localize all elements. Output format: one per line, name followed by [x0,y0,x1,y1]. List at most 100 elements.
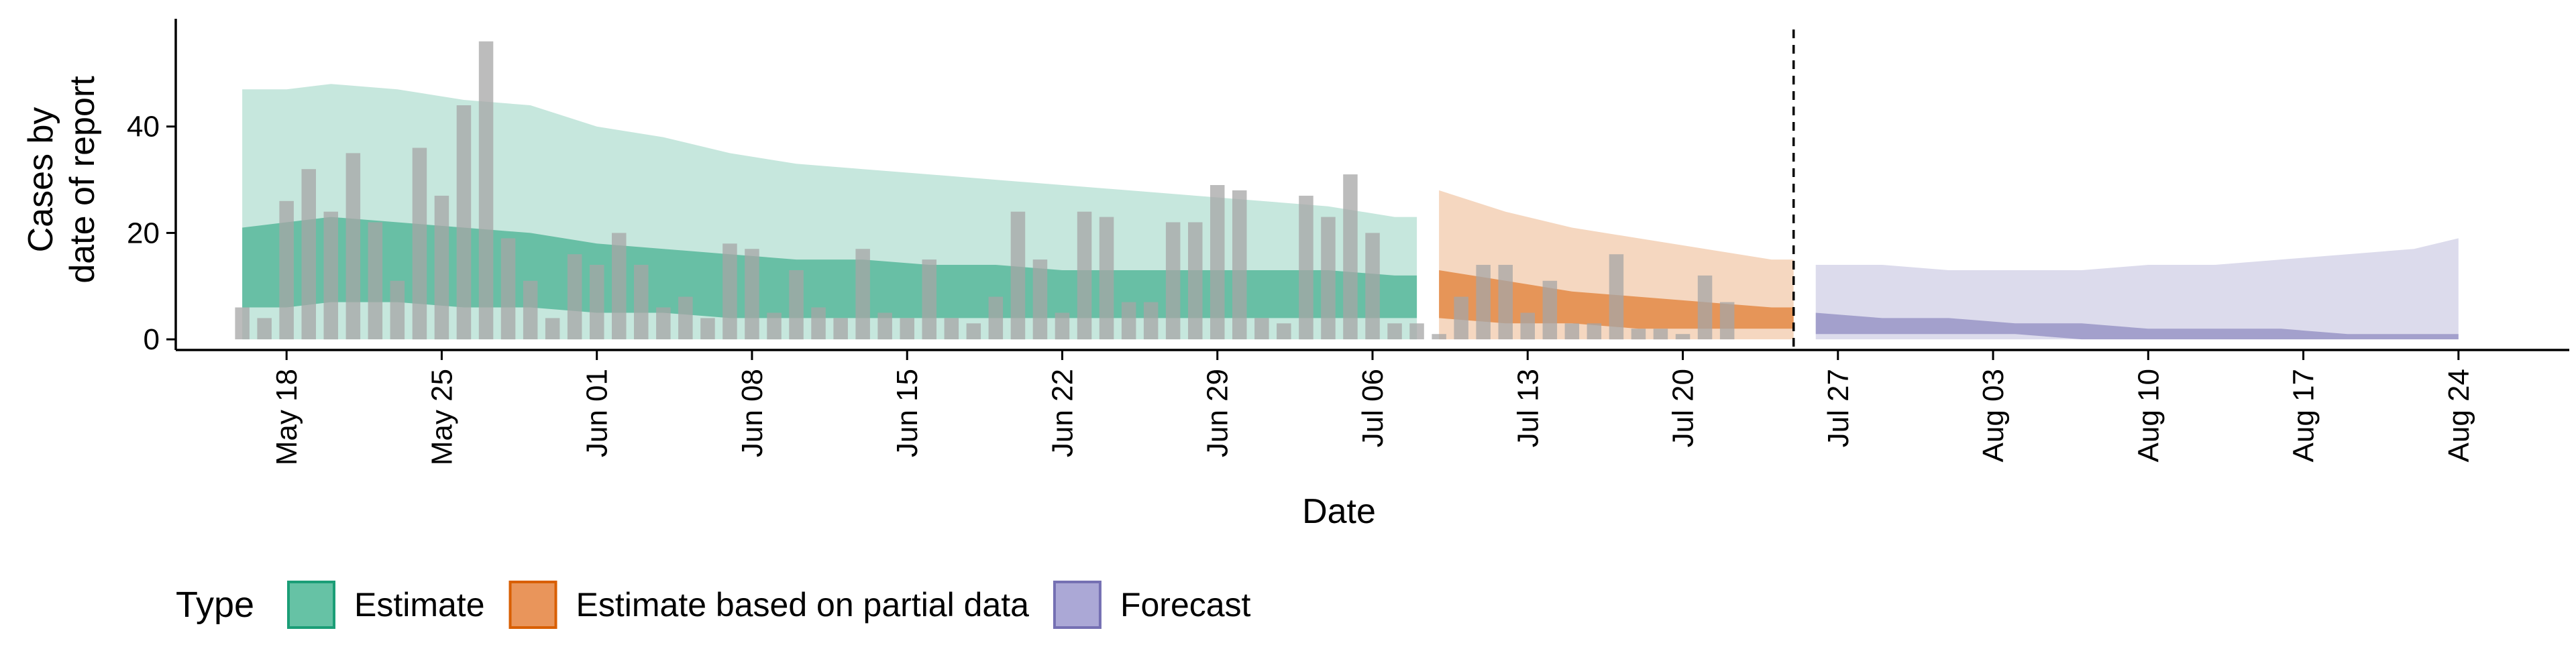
case-bar [966,323,981,340]
case-bar [279,200,294,340]
case-bar [811,307,826,340]
legend-swatch [287,581,335,629]
case-bar [235,307,250,340]
case-bar [1321,217,1336,340]
case-bar [1564,323,1580,340]
x-tick-label: Jun 22 [1046,369,1079,457]
legend-swatch [1053,581,1102,629]
case-bar [1454,296,1468,340]
case-bar [1542,280,1558,340]
case-bar [678,296,693,340]
case-bar [1188,222,1203,340]
case-bar [1077,211,1092,340]
forecast-90-band [1815,238,2459,340]
case-bar [1299,195,1313,340]
case-bar [1653,329,1668,340]
y-axis-title-line: Cases by [21,107,60,253]
case-bar [456,105,472,340]
case-bar [1055,312,1070,340]
case-bar [1520,312,1535,340]
case-bar [1609,254,1624,340]
legend: Type Estimate Estimate based on partial da… [176,581,1251,629]
case-bar [745,249,759,340]
x-tick-label: Jul 20 [1667,369,1700,447]
case-bar [944,318,959,340]
case-bar [722,243,737,340]
y-tick-label: 0 [144,323,160,356]
x-tick-label: Jun 08 [736,369,769,457]
y-axis-title-line: date of report [63,76,102,284]
case-bar [922,259,936,340]
case-bar [545,318,560,340]
case-bar [1099,217,1114,340]
case-bar [789,270,804,340]
case-bar [1409,323,1424,340]
case-bar [1476,265,1491,340]
bar-layer [235,41,1735,340]
x-tick-label: May 18 [270,369,303,465]
x-tick-label: Jun 15 [891,369,924,457]
case-bar [656,307,671,340]
case-bar [767,312,782,340]
case-bar [612,233,627,340]
case-bar [478,41,494,340]
legend-label: Estimate [354,586,485,624]
legend-title: Type [176,585,254,625]
case-bar [1697,275,1713,340]
case-bar [1631,329,1646,340]
case-bar [988,296,1004,340]
y-axis-title: Cases bydate of report [21,76,102,284]
forecast-50-band [1815,312,2459,340]
x-tick-label: Aug 24 [2443,369,2475,462]
x-tick-label: Jul 27 [1822,369,1855,447]
legend-label: Forecast [1120,586,1251,624]
case-bar [345,153,361,340]
case-bar [1365,233,1380,340]
case-bar [257,318,272,340]
case-bar [412,148,427,340]
case-bar [1165,222,1181,340]
case-bar [1719,302,1735,340]
x-axis-title: Date [1302,492,1376,531]
x-tick-label: May 25 [425,369,458,465]
case-bar [1675,334,1690,340]
case-bar [567,254,582,340]
x-tick-label: Aug 10 [2132,369,2165,462]
case-bar [855,249,870,340]
x-tick-label: Jul 13 [1511,369,1544,447]
case-bar [877,312,892,340]
case-bar [1010,211,1026,340]
case-bar [1254,318,1269,340]
case-bar [1432,334,1446,340]
case-bar [434,195,449,340]
y-tick-label: 40 [127,111,160,143]
case-bar [500,238,516,340]
x-tick-label: Jun 29 [1201,369,1234,457]
case-bar [1032,259,1048,340]
case-bar [700,318,715,340]
case-bar [1143,302,1159,340]
case-bar [301,169,316,340]
legend-label: Estimate based on partial data [576,586,1030,624]
y-tick-label: 20 [127,217,160,249]
case-bar [1277,323,1291,340]
case-bar [634,265,649,340]
case-bar [1343,174,1358,340]
case-bar [833,318,848,340]
case-bar [590,265,604,340]
case-bar [1232,190,1247,340]
case-bar [1498,265,1513,340]
legend-swatch [508,581,557,629]
x-tick-label: Jun 01 [581,369,614,457]
case-bar [523,280,538,340]
case-bar [390,280,405,340]
case-bar [1121,302,1136,340]
case-bar [323,211,338,340]
x-tick-label: Jul 06 [1356,369,1389,447]
case-bar [900,318,914,340]
case-bar [1387,323,1402,340]
case-bar [368,222,383,340]
axes-layer: 0 20 40 Cases bydate of report May 18 May 25 J… [21,19,2569,531]
